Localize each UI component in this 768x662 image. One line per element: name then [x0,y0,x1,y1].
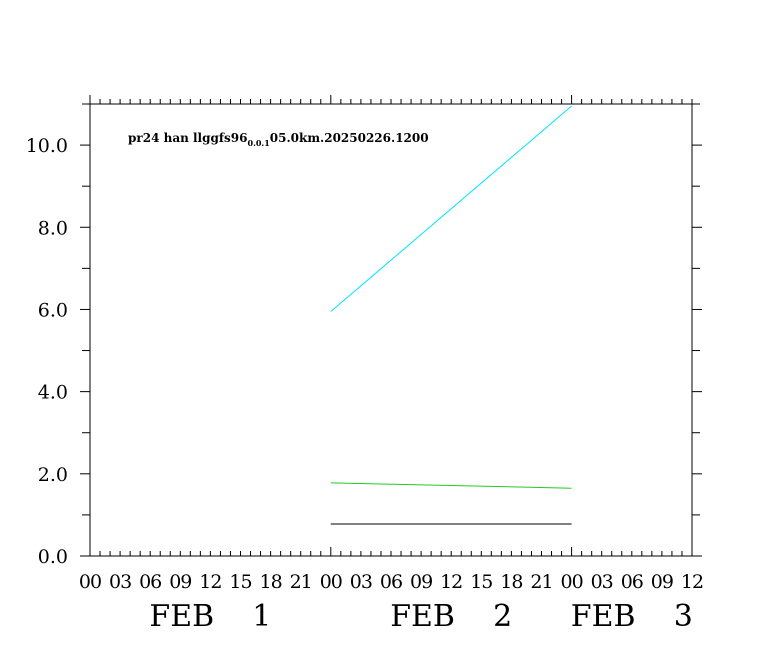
x-tick-label: 06 [139,571,161,593]
x-tick-label: 18 [260,571,282,593]
date-label: FEB 3 [571,599,693,634]
series-line-2 [330,482,572,489]
x-tick-label: 12 [681,571,703,593]
x-tick-label: 15 [229,571,251,593]
x-tick-label: 15 [470,571,492,593]
date-label: FEB 2 [390,599,512,634]
annotation-subscript: 0.0.1 [248,138,270,148]
plot-frame [89,103,693,557]
x-tick-label: 12 [199,571,221,593]
y-tick-label: 10.0 [26,135,68,157]
x-tick-label: 21 [290,571,312,593]
x-tick-label: 09 [169,571,191,593]
series-line-1 [330,105,572,312]
x-axis-labels: 00 03 06 09 12 15 18 21 00 03 06 09 12 15 18 21 00 03 06 09… [79,571,704,593]
y-tick-label: 6.0 [38,299,68,321]
series-lines [330,105,572,525]
x-tick-label: 03 [591,571,613,593]
chart-annotation: pr24 han llggfs960.0.105.0km.20250226.12… [128,131,429,148]
x-tick-label: 03 [109,571,131,593]
x-tick-label: 00 [79,571,101,593]
x-tick-label: 00 [320,571,342,593]
y-tick-label: 8.0 [38,217,68,239]
axis-ticks [80,95,702,557]
x-tick-label: 06 [621,571,643,593]
x-tick-label: 06 [380,571,402,593]
y-tick-label: 0.0 [38,546,68,568]
y-tick-label: 4.0 [38,382,68,404]
x-tick-label: 21 [530,571,552,593]
annotation-prefix: pr24 han llggfs96 [128,131,248,145]
date-labels: FEB 1 FEB 2 FEB 3 [149,599,692,634]
y-tick-label: 2.0 [38,464,68,486]
x-tick-label: 09 [410,571,432,593]
x-tick-label: 18 [500,571,522,593]
y-axis-labels: 0.0 2.0 4.0 6.0 8.0 10.0 [26,135,68,568]
date-label: FEB 1 [149,599,271,634]
x-tick-label: 12 [440,571,462,593]
x-tick-label: 03 [350,571,372,593]
x-tick-label: 09 [651,571,673,593]
x-tick-label: 00 [561,571,583,593]
annotation-suffix: 05.0km.20250226.1200 [270,131,429,145]
